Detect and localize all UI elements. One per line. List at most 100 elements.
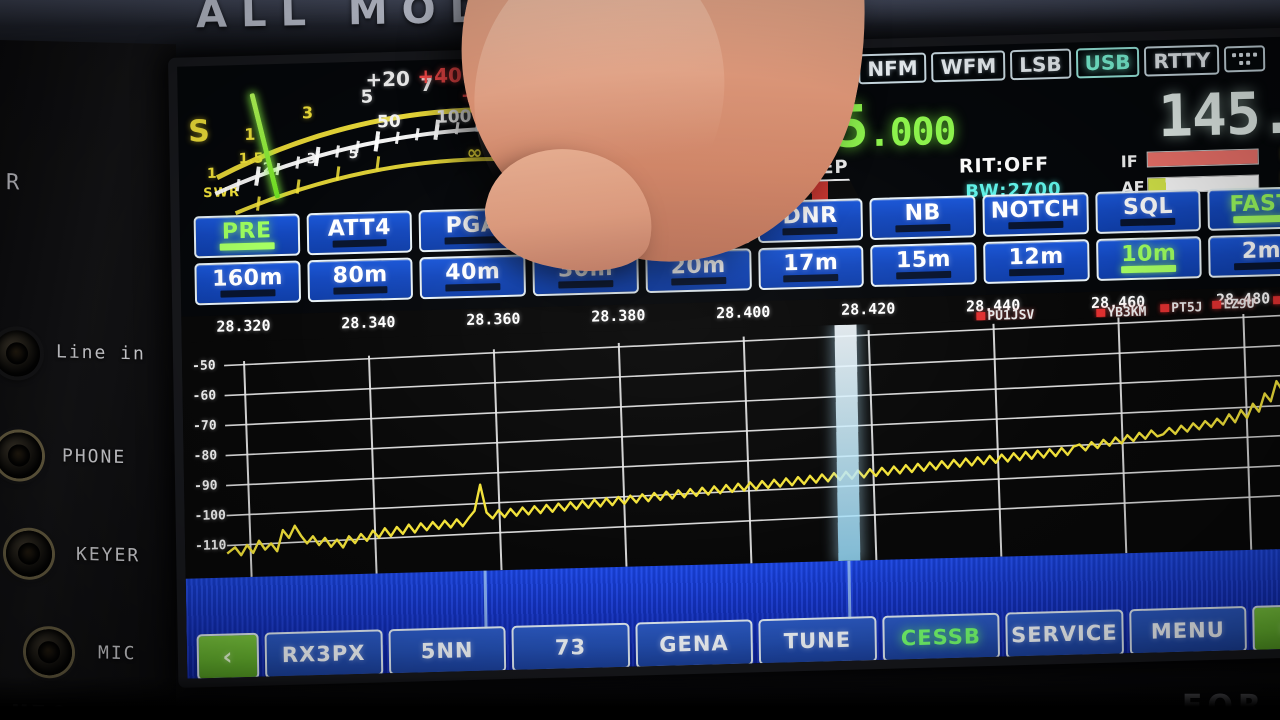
rit-status[interactable]: RIT:OFF (958, 153, 1050, 178)
spectrum-scope[interactable]: 28.320 28.340 28.360 28.380 28.400 28.42… (181, 286, 1280, 579)
function-button-notch-label: NOTCH (990, 196, 1081, 224)
function-button-dnr[interactable]: DNR (756, 198, 864, 244)
mode-button-lsb[interactable]: LSB (1010, 48, 1071, 81)
mode-button-nfm[interactable]: NFM (858, 52, 927, 85)
mode-button-sl[interactable]: SL (737, 56, 783, 88)
s-meter: S SWR dB (177, 52, 739, 217)
freq-tick-5: 28.420 (840, 299, 896, 319)
freq-tick-4: 28.400 (716, 302, 771, 323)
band-button-30m[interactable]: 30m (532, 251, 639, 297)
function-button-notch[interactable]: NOTCH (982, 192, 1089, 238)
vfo-a-whole: 8.405 (697, 92, 869, 165)
swr-tick-3: 3 (306, 151, 317, 168)
bottom-button-gena[interactable]: GENA (634, 619, 754, 669)
brand-label: ALL MODE (195, 0, 539, 38)
db-tick-0: -50 (191, 358, 216, 374)
function-button-fast[interactable]: FAST (1207, 186, 1280, 231)
mode-button-rtty[interactable]: RTTY (1144, 44, 1220, 77)
function-button-pga-label: PGA (445, 212, 499, 239)
band-button-12m-label: 12m (1008, 243, 1064, 271)
freq-tick-2: 28.360 (466, 309, 521, 330)
swr-tick-infinity: ∞ (466, 141, 483, 164)
spectrum-plot[interactable]: -50 -60 -70 -80 -90 -100 -110 (181, 312, 1280, 579)
jack-label-mic: MIC (98, 642, 137, 665)
function-button-sql-label: SQL (1122, 193, 1174, 221)
jack-line-in[interactable] (0, 329, 40, 377)
function-button-dnr-label: DNR (782, 202, 838, 230)
tuning-cursor[interactable] (834, 324, 861, 562)
mode-button-dig[interactable]: DIG u (786, 43, 854, 98)
function-button-nb[interactable]: NB (869, 195, 976, 241)
s-tick-1: 1 (244, 124, 256, 144)
jack-phone[interactable] (0, 431, 42, 480)
jack-label-line-in: Line in (56, 341, 146, 365)
band-button-17m-label: 17m (783, 249, 839, 277)
vfo-b-whole: 145.869 (1157, 75, 1280, 151)
pwr-tick-50: 50 (376, 111, 401, 133)
lcd-display: S SWR dB (168, 27, 1280, 688)
band-button-30m-label: 30m (557, 256, 614, 283)
db-tick-5: -100 (194, 508, 227, 524)
function-button-agc[interactable]: AGC (644, 201, 751, 247)
function-button-sql[interactable]: SQL (1094, 189, 1202, 234)
function-button-pre[interactable]: PRE (193, 213, 300, 259)
bottom-button-tune[interactable]: TUNE (758, 616, 877, 666)
function-button-fast-label: FAST (1229, 190, 1280, 218)
function-button-att4[interactable]: ATT4 (306, 210, 413, 256)
jack-label-phone: PHONE (62, 445, 127, 469)
bottom-button-rx3px[interactable]: RX3PX (264, 629, 383, 679)
swr-tick-15: 1.5 (238, 150, 264, 168)
bottom-button-service[interactable]: SERVICE (1005, 609, 1124, 659)
jack-mic[interactable] (26, 628, 72, 676)
db-tick-2: -70 (192, 418, 217, 434)
db-tick-1: -60 (192, 388, 217, 404)
lcd-frame: S SWR dB (168, 27, 1280, 688)
db-tick-6: -110 (194, 538, 227, 554)
duplex-indicator: PLEX (608, 147, 690, 182)
if-gain-bar[interactable] (1146, 148, 1259, 168)
mode-button-usb[interactable]: USB (1075, 46, 1140, 79)
bottom-button-next[interactable]: › (1252, 604, 1280, 652)
callsign-marker-3[interactable]: LZ9U (1223, 296, 1255, 313)
db-tick-plus40: +40 (417, 63, 463, 89)
vfo-a-frequency[interactable]: 8.405.000 (698, 90, 956, 165)
callsign-marker-2[interactable]: PT5J (1171, 300, 1203, 316)
bottom-button-cessb[interactable]: CESSB (881, 612, 1001, 662)
mode-button-wfm[interactable]: WFM (931, 50, 1006, 83)
left-connector-panel: R Line in PHONE KEYER MIC MIC (0, 40, 176, 720)
band-button-15m[interactable]: 15m (870, 242, 977, 288)
band-button-40m-label: 40m (445, 259, 501, 286)
band-button-160m[interactable]: 160m (194, 260, 301, 306)
pwr-tick-200: 200 (497, 107, 534, 129)
jack-keyer[interactable] (6, 530, 52, 578)
band-button-80m[interactable]: 80m (307, 257, 414, 303)
lower-bezel-label: FOR (1181, 689, 1266, 720)
band-button-15m-label: 15m (895, 246, 952, 274)
db-tick-3: -80 (193, 448, 218, 464)
band-button-40m[interactable]: 40m (419, 254, 527, 300)
bottom-button-prev[interactable]: ‹ (196, 632, 260, 679)
keyboard-icon[interactable] (1224, 45, 1265, 73)
band-button-20m[interactable]: 20m (645, 248, 752, 294)
s-tick-3: 3 (301, 103, 314, 123)
band-button-2m[interactable]: 2m (1208, 233, 1280, 278)
bottom-button-menu[interactable]: MENU (1128, 606, 1247, 656)
bottom-button-5nn[interactable]: 5NN (387, 626, 507, 676)
band-button-17m[interactable]: 17m (757, 245, 865, 291)
function-button-pga[interactable]: PGA (418, 207, 526, 253)
bezel-sheen (0, 0, 1280, 26)
swr-tick-1: 1 (206, 165, 217, 182)
function-button-drv[interactable]: DRV (531, 204, 638, 250)
lcd-screen: S SWR dB (177, 36, 1280, 679)
band-button-12m[interactable]: 12m (983, 239, 1090, 285)
function-button-drv-label: DRV (557, 209, 612, 236)
function-button-agc-label: AGC (670, 206, 724, 233)
swr-tick-5: 5 (348, 145, 359, 163)
band-button-80m-label: 80m (332, 262, 388, 289)
vfo-b-frequency[interactable]: 145.869.000 (1157, 73, 1280, 150)
bottom-button-73[interactable]: 73 (511, 622, 630, 672)
band-button-10m[interactable]: 10m (1095, 236, 1203, 281)
db-tick-4: -90 (193, 478, 218, 494)
vfo-a-decimals: .000 (867, 108, 956, 156)
